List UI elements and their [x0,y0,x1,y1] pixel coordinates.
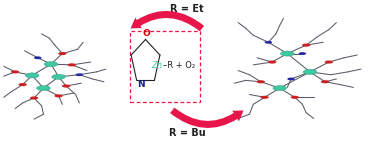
Circle shape [291,96,299,99]
Circle shape [273,86,287,91]
Circle shape [58,52,67,55]
Circle shape [19,83,27,86]
Circle shape [44,62,58,67]
Text: O: O [142,29,150,38]
Circle shape [76,73,83,76]
Circle shape [260,96,269,99]
Circle shape [40,87,47,90]
Circle shape [303,69,317,74]
Circle shape [280,51,294,56]
Circle shape [11,70,19,73]
Circle shape [257,80,265,83]
Circle shape [54,94,63,97]
Text: N: N [137,80,145,89]
Text: –R + O₂: –R + O₂ [163,61,195,70]
Circle shape [302,44,310,47]
Circle shape [62,84,70,88]
Circle shape [325,60,333,64]
Circle shape [30,96,38,100]
FancyBboxPatch shape [130,31,200,102]
Text: R = Et: R = Et [170,4,204,14]
Circle shape [37,86,50,91]
Circle shape [321,80,329,83]
Circle shape [25,73,39,78]
Circle shape [287,78,295,80]
Circle shape [68,63,76,66]
Circle shape [265,41,272,44]
FancyArrowPatch shape [170,108,243,128]
Circle shape [299,52,306,55]
FancyArrowPatch shape [131,11,204,31]
Circle shape [268,60,276,64]
Circle shape [52,74,65,79]
Text: Zn: Zn [152,61,163,70]
Text: R = Bu: R = Bu [169,128,206,138]
Circle shape [34,56,42,59]
